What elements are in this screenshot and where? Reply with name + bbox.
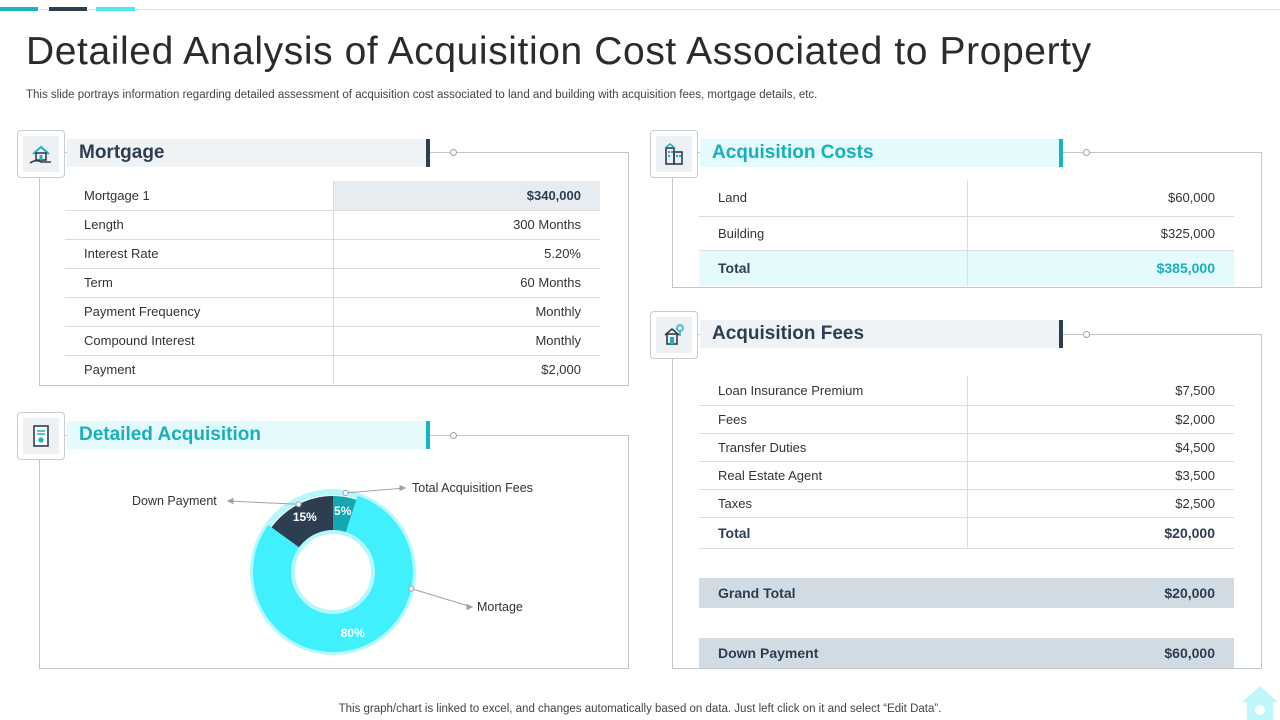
acquisition-fees-connector (1089, 334, 1262, 335)
row-value: $7,500 (966, 376, 1234, 406)
property-icon (656, 317, 692, 353)
detailed-acquisition-connector (456, 435, 629, 436)
grand-total-value: $20,000 (1164, 585, 1215, 601)
row-value: $60,000 (966, 180, 1234, 217)
acquisition-fees-header: Acquisition Fees (700, 320, 1060, 348)
top-accent-bar (0, 0, 1280, 12)
detailed-acquisition-header-bar (426, 421, 430, 449)
row-label: Fees (699, 405, 967, 434)
row-label: Building (699, 216, 967, 251)
row-value: Monthly (332, 326, 600, 356)
grand-total-label: Grand Total (718, 585, 796, 601)
total-label: Total (699, 517, 967, 549)
row-value: $2,000 (966, 405, 1234, 434)
table-row: Compound Interest Monthly (65, 326, 600, 356)
acquisition-costs-header: Acquisition Costs (700, 139, 1060, 167)
table-row: Building $325,000 (699, 216, 1234, 251)
total-row: Total $20,000 (699, 517, 1234, 549)
table-row: Payment $2,000 (65, 355, 600, 384)
table-row: Loan Insurance Premium $7,500 (699, 376, 1234, 406)
legend-down-payment: Down Payment (132, 494, 217, 508)
detailed-acquisition-icon-box (17, 412, 65, 460)
table-row: Fees $2,000 (699, 405, 1234, 434)
row-value: $2,500 (966, 489, 1234, 518)
total-value: $20,000 (966, 517, 1234, 549)
row-value: Monthly (332, 297, 600, 327)
total-row: Total $385,000 (699, 250, 1234, 286)
legend-total-acquisition-fees: Total Acquisition Fees (412, 481, 533, 495)
down-payment-bar: Down Payment $60,000 (699, 638, 1234, 668)
table-row: Interest Rate 5.20% (65, 239, 600, 269)
row-label: Loan Insurance Premium (699, 376, 967, 406)
acquisition-costs-connector (1089, 152, 1262, 153)
acquisition-fees-connector-knob (1083, 331, 1090, 338)
buildings-icon (656, 136, 692, 172)
footer-note: This graph/chart is linked to excel, and… (338, 703, 942, 715)
row-label: Transfer Duties (699, 433, 967, 462)
table-row: Mortgage 1 $340,000 (65, 181, 600, 211)
row-value: $4,500 (966, 433, 1234, 462)
row-label: Payment (84, 362, 136, 378)
table-row: Length 300 Months (65, 210, 600, 240)
row-value: $3,500 (966, 461, 1234, 490)
detailed-acquisition-header: Detailed Acquisition (67, 421, 427, 449)
row-value: $340,000 (332, 181, 600, 211)
acquisition-fees-table: Loan Insurance Premium $7,500 Fees $2,000 … (699, 376, 1234, 549)
document-icon (23, 418, 59, 454)
house-hand-icon (23, 136, 59, 172)
mortgage-table: Mortgage 1 $340,000 Length 300 Months Inte… (65, 181, 600, 384)
mortgage-header: Mortgage (67, 139, 427, 167)
acquisition-costs-header-bar (1059, 139, 1063, 167)
home-icon (1242, 686, 1278, 720)
page-title: Detailed Analysis of Acquisition Cost As… (26, 30, 1092, 73)
acquisition-costs-table: Land $60,000 Building $325,000 Total $385,0… (699, 180, 1234, 286)
page-subtitle: This slide portrays information regardin… (26, 89, 818, 101)
mortgage-header-bar (426, 139, 430, 167)
row-label: Real Estate Agent (699, 461, 967, 490)
table-row: Real Estate Agent $3,500 (699, 461, 1234, 490)
row-value: $325,000 (966, 216, 1234, 251)
table-row: Transfer Duties $4,500 (699, 433, 1234, 462)
table-row: Taxes $2,500 (699, 489, 1234, 518)
mortgage-icon-box (17, 130, 65, 178)
row-label: Mortgage 1 (65, 181, 333, 211)
down-payment-value: $60,000 (1164, 645, 1215, 661)
acquisition-fees-header-bar (1059, 320, 1063, 348)
row-value: $2,000 (332, 355, 600, 384)
row-label: Compound Interest (65, 326, 333, 356)
total-label: Total (699, 250, 967, 286)
row-label: Length (65, 210, 333, 240)
detailed-acquisition-panel (39, 435, 629, 669)
accent-segment-dark (49, 7, 87, 11)
mortgage-connector-knob (450, 149, 457, 156)
accent-segment-cyan (96, 7, 135, 11)
table-row: Payment Frequency Monthly (65, 297, 600, 327)
row-label: Payment Frequency (65, 297, 333, 327)
grand-total-bar: Grand Total $20,000 (699, 578, 1234, 608)
top-divider (0, 9, 1280, 10)
row-label: Land (699, 180, 967, 217)
acquisition-fees-icon-box (650, 311, 698, 359)
row-value: 5.20% (332, 239, 600, 269)
legend-mortage: Mortage (477, 600, 523, 614)
row-value: 60 Months (332, 268, 600, 298)
row-label: Interest Rate (65, 239, 333, 269)
accent-segment-teal (0, 7, 38, 11)
row-label: Term (65, 268, 333, 298)
row-label: Taxes (699, 489, 967, 518)
mortgage-connector (456, 152, 629, 153)
table-row: Term 60 Months (65, 268, 600, 298)
row-value: 300 Months (332, 210, 600, 240)
detailed-acquisition-connector-knob (450, 432, 457, 439)
down-payment-label: Down Payment (718, 645, 819, 661)
acquisition-costs-connector-knob (1083, 149, 1090, 156)
table-row: Land $60,000 (699, 180, 1234, 217)
acquisition-costs-icon-box (650, 130, 698, 178)
total-value: $385,000 (966, 250, 1234, 286)
